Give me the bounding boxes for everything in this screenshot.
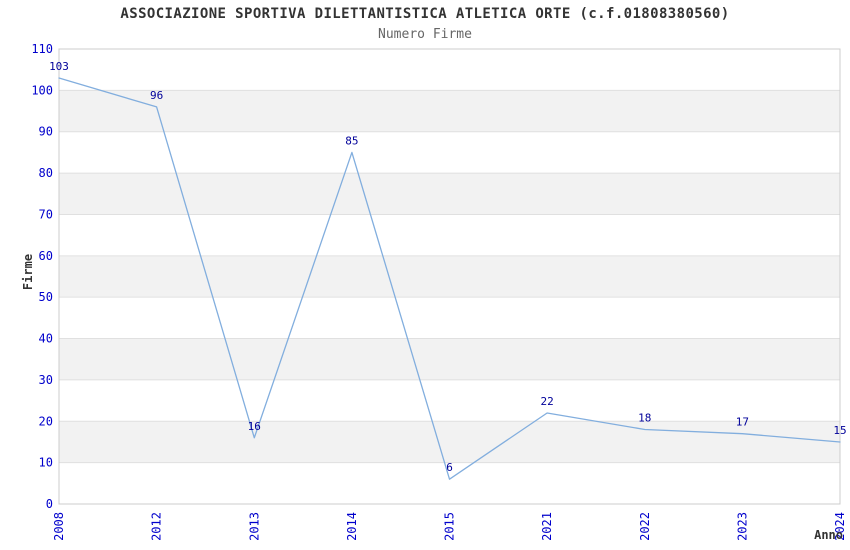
series-line [58,77,841,480]
grid-band [59,338,840,380]
y-tick-label: 0 [46,497,53,511]
chart-subtitle: Numero Firme [378,27,472,42]
x-tick-label: 2008 [52,512,66,541]
y-tick-label: 90 [39,125,53,139]
point-label: 15 [833,424,846,437]
x-tick-label: 2015 [443,512,457,541]
y-tick-label: 110 [31,42,53,56]
x-tick-label: 2012 [150,512,164,541]
point-label: 103 [49,60,69,73]
plot-border [58,48,841,505]
point-label: 16 [248,420,261,433]
x-tick-label: 2024 [833,512,847,541]
x-tick-label: 2022 [638,512,652,541]
y-tick-label: 30 [39,373,53,387]
point-label: 96 [150,89,163,102]
y-axis-title: Firme [21,253,35,291]
grid-band [59,255,840,298]
x-axis-tick-labels: 2008 2012 2013 2014 2015 2021 2022 2023 2024 [52,512,847,541]
y-tick-label: 80 [39,166,53,180]
point-labels: 103 96 16 85 6 22 18 17 15 [49,60,847,474]
point-label: 85 [345,134,358,147]
y-tick-label: 100 [31,83,53,97]
point-label: 22 [540,395,553,408]
background-bands [59,90,840,463]
grid-band [59,90,840,132]
x-tick-label: 2021 [540,512,554,541]
y-tick-label: 40 [39,332,53,346]
point-label: 18 [638,412,651,425]
x-tick-label: 2023 [735,512,749,541]
grid-band [59,421,840,463]
y-tick-label: 20 [39,414,53,428]
x-axis-title: Anno [814,528,843,542]
y-tick-label: 70 [39,208,53,222]
gridlines [59,89,840,464]
y-tick-label: 10 [39,456,53,470]
y-tick-label: 60 [39,249,53,263]
chart-title: ASSOCIAZIONE SPORTIVA DILETTANTISTICA AT… [120,6,730,22]
series-polyline [58,77,841,480]
y-axis-tick-labels: 0 10 20 30 40 50 60 70 80 90 100 110 [31,42,53,511]
point-label: 17 [736,416,749,429]
plot-border-rect [58,48,841,505]
y-tick-label: 50 [39,290,53,304]
x-tick-label: 2014 [345,512,359,541]
point-label: 6 [446,461,453,474]
grid-band [59,173,840,215]
x-tick-label: 2013 [247,512,261,541]
